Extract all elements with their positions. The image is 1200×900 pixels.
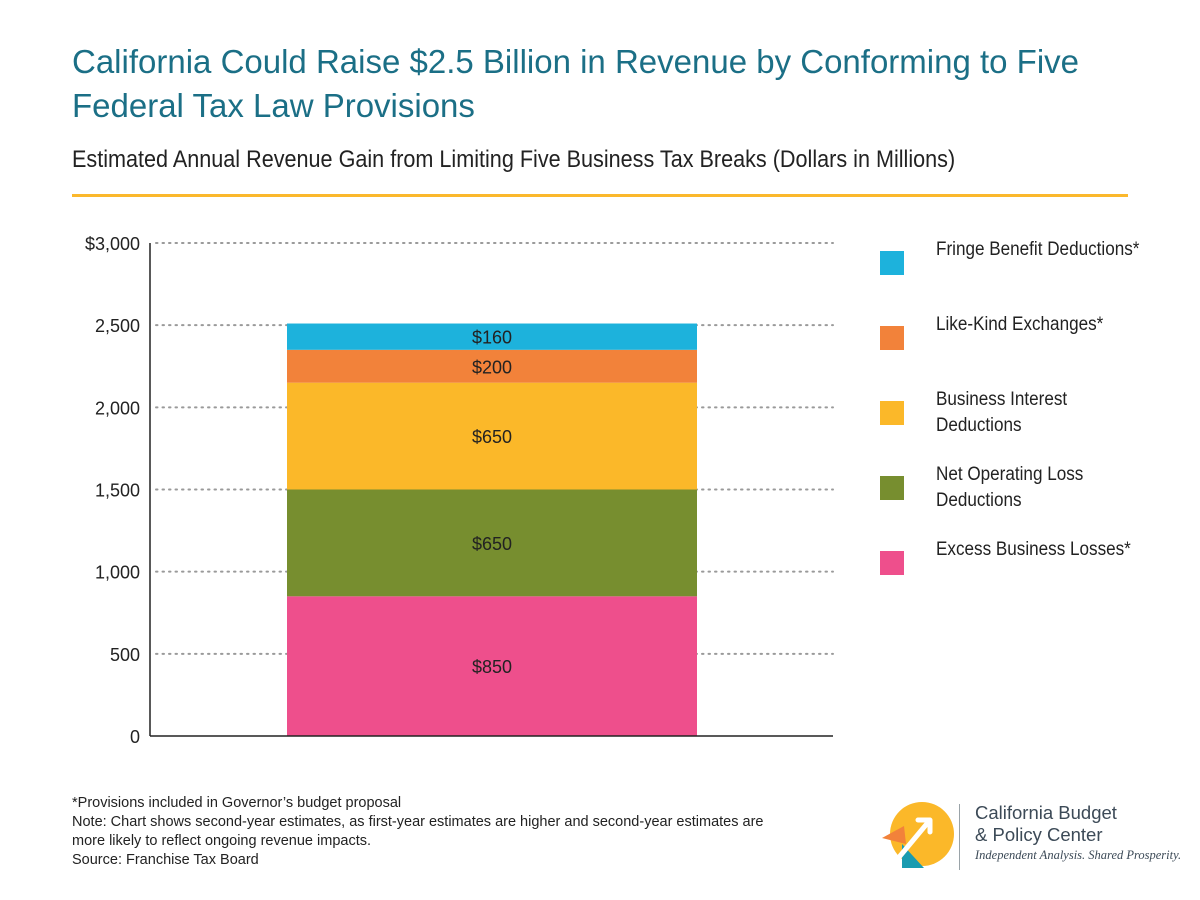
logo-tagline: Independent Analysis. Shared Prosperity.	[975, 848, 1182, 862]
y-tick-label: 0	[130, 727, 140, 747]
legend-label: Like-Kind Exchanges*	[936, 314, 1104, 335]
legend-swatch-net-operating-loss	[880, 476, 904, 500]
logo-name: California Budget & Policy Center	[975, 802, 1195, 846]
source-note: Source: Franchise Tax Board	[72, 852, 259, 868]
footnotes: *Provisions included in Governor’s budge…	[72, 794, 792, 870]
data-label: $650	[472, 427, 512, 447]
bar-segment	[287, 489, 697, 597]
chart-subtitle: Estimated Annual Revenue Gain from Limit…	[72, 146, 956, 173]
legend: Fringe Benefit Deductions* Like-Kind Exc…	[880, 237, 1180, 612]
legend-item: Excess Business Losses*	[880, 537, 1180, 612]
y-tick-label: 2,000	[95, 398, 140, 418]
data-label: $160	[472, 328, 512, 348]
provisions-footnote: *Provisions included in Governor’s budge…	[72, 795, 402, 811]
y-axis-ticks: 0 500 1,000 1,500 2,000 2,500 $3,000	[85, 234, 140, 747]
y-tick-label: 1,500	[95, 481, 140, 501]
bar-segments	[287, 323, 697, 736]
legend-item: Business Interest Deductions	[880, 387, 1180, 462]
y-tick-label: 1,000	[95, 563, 140, 583]
y-tick-label: 500	[110, 645, 140, 665]
legend-label: Net Operating Loss Deductions	[936, 464, 1084, 511]
legend-item: Like-Kind Exchanges*	[880, 312, 1180, 387]
legend-swatch-like-kind	[880, 326, 904, 350]
legend-item: Net Operating Loss Deductions	[880, 462, 1180, 537]
legend-label: Fringe Benefit Deductions*	[936, 239, 1140, 260]
bar-segment	[287, 349, 697, 383]
logo-mark-icon	[882, 802, 954, 868]
logo-name-line1: California Budget	[975, 802, 1117, 823]
legend-swatch-fringe-benefit	[880, 251, 904, 275]
legend-label: Excess Business Losses*	[936, 539, 1131, 560]
legend-item: Fringe Benefit Deductions*	[880, 237, 1180, 312]
legend-swatch-excess-business-losses	[880, 551, 904, 575]
bar-segment	[287, 596, 697, 736]
bar-segment	[287, 382, 697, 490]
data-label: $850	[472, 657, 512, 677]
title-divider	[72, 194, 1128, 197]
data-label: $650	[472, 534, 512, 554]
bar-segment	[287, 323, 697, 350]
logo-name-line2: & Policy Center	[975, 824, 1103, 845]
data-labels: $850 $650 $650 $200 $160	[472, 328, 512, 677]
data-label: $200	[472, 357, 512, 377]
legend-swatch-business-interest	[880, 401, 904, 425]
organization-logo: California Budget & Policy Center Indepe…	[880, 798, 1181, 878]
logo-divider	[959, 804, 960, 870]
y-tick-label: $3,000	[85, 234, 140, 254]
y-tick-label: 2,500	[95, 316, 140, 336]
legend-label: Business Interest Deductions	[936, 389, 1068, 436]
methodology-note: Note: Chart shows second-year estimates,…	[72, 814, 764, 849]
chart-title: California Could Raise $2.5 Billion in R…	[72, 43, 1080, 124]
